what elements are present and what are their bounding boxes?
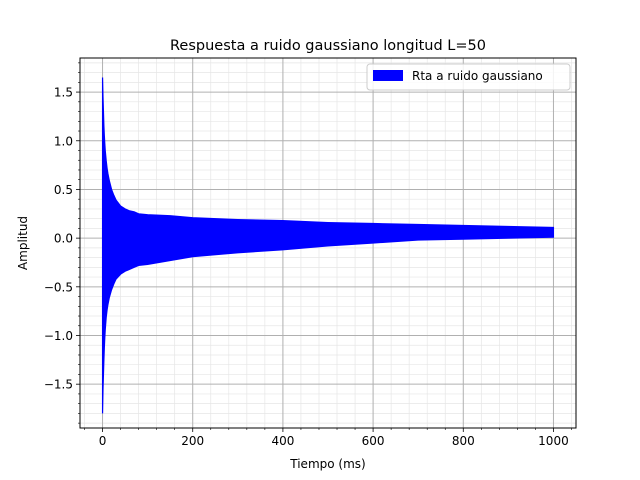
legend-box [366, 63, 571, 91]
y-tick-label: −1.0 [44, 329, 73, 343]
ticks [76, 62, 572, 432]
y-tick-label: −1.5 [44, 378, 73, 392]
x-tick-label: 200 [181, 434, 204, 448]
legend: Rta a ruido gaussiano [366, 63, 571, 91]
plot-series [101, 77, 555, 414]
x-tick-label: 1000 [538, 434, 569, 448]
series-envelope [101, 77, 555, 414]
y-tick-label: 1.0 [54, 134, 73, 148]
y-tick-label: 0.0 [54, 232, 73, 246]
x-tick-label: 600 [362, 434, 385, 448]
y-tick-label: 0.5 [54, 183, 73, 197]
chart-title: Respuesta a ruido gaussiano longitud L=5… [170, 38, 486, 54]
tick-labels: 0 200 400 600 800 1000 −1.5 −1.0 −0.5 0.0 0.5 1.0 1.… [44, 86, 569, 448]
legend-swatch [373, 70, 403, 81]
y-tick-label: 1.5 [54, 86, 73, 100]
axes-frame [79, 57, 577, 429]
x-tick-label: 400 [271, 434, 294, 448]
x-tick-label: 800 [452, 434, 475, 448]
legend-label: Rta a ruido gaussiano [412, 69, 543, 83]
y-axis-label: Amplitud [16, 216, 30, 270]
y-tick-label: −0.5 [44, 280, 73, 294]
x-axis-label: Tiempo (ms) [289, 457, 365, 471]
x-tick-label: 0 [99, 434, 107, 448]
